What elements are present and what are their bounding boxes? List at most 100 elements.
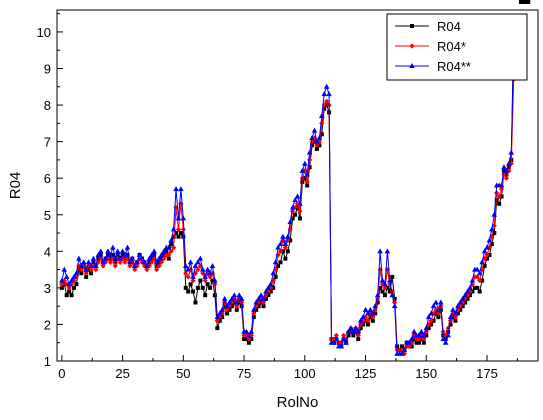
data-point [214, 318, 220, 324]
data-point [175, 215, 182, 221]
data-point [193, 300, 198, 305]
data-point [459, 295, 466, 301]
data-point [438, 299, 444, 305]
data-point [110, 244, 116, 250]
data-point [234, 303, 240, 309]
data-point [292, 197, 298, 203]
data-point [494, 198, 499, 203]
data-point [440, 336, 447, 342]
data-point [319, 120, 325, 126]
data-point [188, 282, 193, 287]
data-point [448, 322, 453, 327]
data-point [526, 0, 531, 4]
data-point [435, 306, 442, 312]
data-point [212, 293, 217, 298]
data-point [498, 186, 505, 192]
data-point [144, 262, 150, 268]
data-point [445, 332, 451, 338]
data-point [324, 98, 330, 105]
x-tick-label: 25 [115, 366, 129, 381]
data-point [154, 266, 160, 273]
data-point [389, 292, 396, 298]
x-tick-label: 75 [237, 366, 251, 381]
data-point [333, 336, 340, 342]
data-point [430, 303, 437, 309]
data-point [370, 310, 376, 316]
data-point [278, 260, 283, 265]
y-tick-label: 7 [44, 135, 51, 150]
data-point [171, 245, 177, 251]
data-point [152, 252, 157, 257]
data-point [307, 165, 312, 170]
data-point [353, 325, 359, 331]
data-point [254, 307, 259, 312]
data-point [61, 266, 68, 272]
data-point [384, 248, 391, 254]
data-point [428, 310, 434, 316]
data-point [112, 263, 118, 269]
data-point [63, 273, 70, 279]
x-tick-label: 50 [176, 366, 190, 381]
data-point [479, 259, 485, 265]
data-point [382, 281, 388, 287]
data-point [110, 252, 115, 257]
data-point [457, 299, 464, 305]
data-point [175, 226, 182, 232]
data-point [261, 304, 266, 309]
data-point [501, 171, 507, 178]
data-point [435, 310, 441, 317]
data-point [390, 274, 395, 279]
data-point [219, 306, 225, 312]
data-point [442, 339, 449, 345]
data-point [428, 318, 434, 324]
data-point [78, 262, 85, 268]
data-point [246, 336, 252, 342]
data-point [489, 234, 495, 240]
data-point [518, 0, 523, 4]
data-point [496, 193, 502, 200]
data-point [421, 336, 427, 342]
data-point [491, 211, 498, 217]
data-point [185, 274, 191, 280]
series-line [61, 61, 520, 355]
data-point [153, 259, 160, 265]
data-point [280, 233, 286, 239]
data-point [340, 336, 347, 342]
y-axis-title: R04 [7, 172, 24, 200]
data-point [59, 281, 65, 287]
data-point [297, 208, 303, 214]
data-point [464, 288, 471, 294]
data-point [176, 234, 181, 239]
data-point [455, 303, 461, 309]
data-point [195, 266, 201, 273]
data-point [452, 310, 459, 316]
data-point [392, 296, 397, 301]
data-point [97, 248, 104, 254]
data-point [107, 251, 114, 257]
data-point [132, 266, 138, 273]
data-point [215, 326, 220, 331]
data-point [360, 314, 366, 320]
data-point [208, 285, 213, 290]
data-point [267, 281, 274, 287]
data-point [508, 149, 515, 155]
data-point [498, 182, 505, 188]
data-point [122, 251, 128, 257]
x-axis-title: RolNo [277, 394, 319, 411]
x-tick-label: 175 [476, 366, 498, 381]
data-point [331, 339, 337, 345]
data-point [156, 263, 162, 269]
data-point [304, 171, 311, 177]
data-point [358, 326, 363, 331]
data-point [486, 237, 493, 243]
data-point [326, 91, 332, 97]
data-point [156, 255, 162, 261]
data-point [67, 289, 72, 294]
data-point [365, 322, 370, 327]
data-point [521, 0, 526, 4]
data-point [190, 277, 196, 284]
y-tick-label: 6 [44, 171, 51, 186]
data-point [462, 292, 468, 298]
data-point [183, 285, 188, 290]
data-point [198, 278, 203, 283]
